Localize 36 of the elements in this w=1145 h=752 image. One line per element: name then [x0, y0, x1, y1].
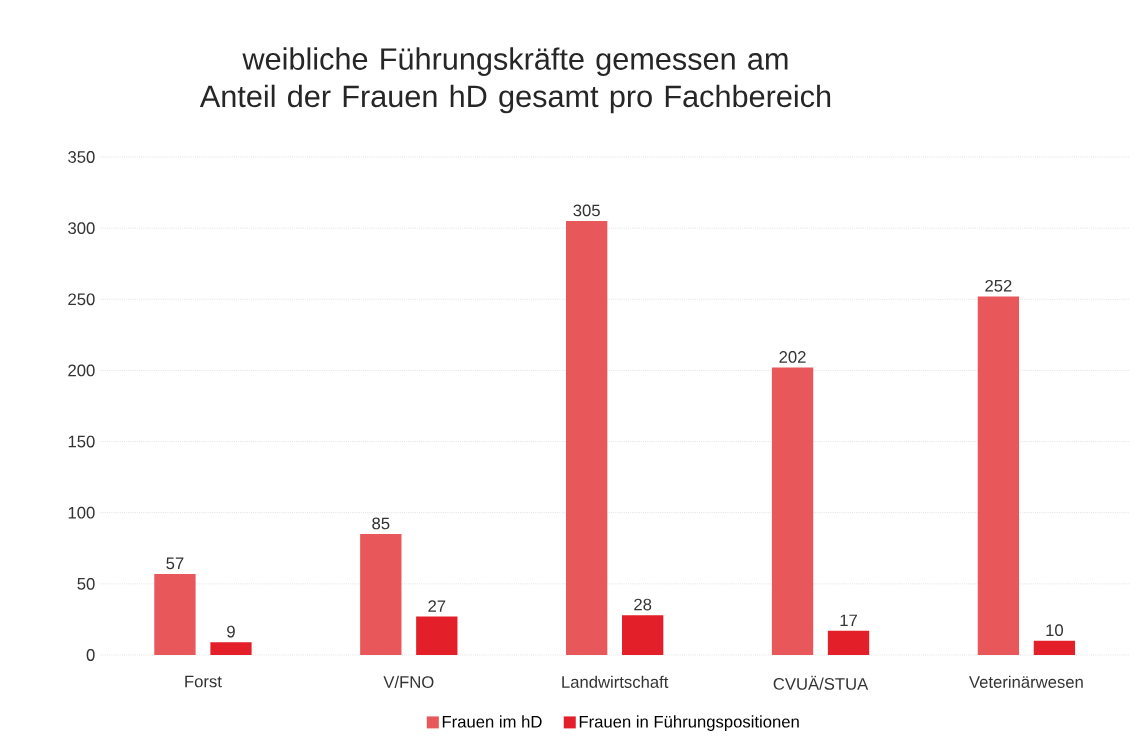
data-label: 17	[840, 614, 857, 627]
bar	[622, 615, 664, 655]
bar	[977, 296, 1020, 655]
data-label: 10	[1046, 624, 1064, 637]
data-label: 305	[573, 204, 600, 217]
bar	[1033, 640, 1076, 655]
data-label: 202	[779, 351, 806, 363]
data-label: 9	[227, 625, 235, 638]
y-tick-label: 200	[68, 364, 95, 377]
bar	[360, 534, 402, 655]
y-tick-label: 300	[68, 222, 95, 235]
x-tick-label: Veterinärwesen	[969, 675, 1083, 688]
chart-title: weibliche Führungskräfte gemessen am Anteil der Frauen hD gesamt pro Fachbereich	[199, 47, 831, 114]
bar	[416, 616, 458, 655]
y-tick-label: 100	[68, 506, 95, 519]
data-label: 27	[428, 600, 446, 612]
bar	[210, 642, 252, 655]
x-tick-label: Landwirtschaft	[562, 675, 669, 688]
legend-label: Frauen im hD	[442, 715, 542, 728]
x-tick-label: CVUÄ/STUA	[773, 675, 869, 690]
data-label: 85	[372, 517, 390, 530]
data-label: 57	[166, 557, 184, 570]
bar	[154, 573, 196, 655]
bar	[566, 221, 608, 655]
y-tick-label: 350	[68, 151, 95, 163]
y-tick-label: 150	[68, 435, 95, 448]
y-tick-label: 50	[77, 577, 95, 590]
x-tick-label: V/FNO	[383, 675, 434, 688]
data-label: 28	[634, 598, 652, 611]
x-tick-label: Forst	[185, 675, 222, 688]
bar	[827, 630, 870, 655]
y-tick-label: 0	[86, 649, 95, 661]
legend-label: Frauen in Führungspositionen	[579, 715, 799, 731]
bar	[771, 367, 814, 655]
y-tick-label: 250	[68, 293, 95, 306]
data-label: 252	[985, 279, 1012, 292]
